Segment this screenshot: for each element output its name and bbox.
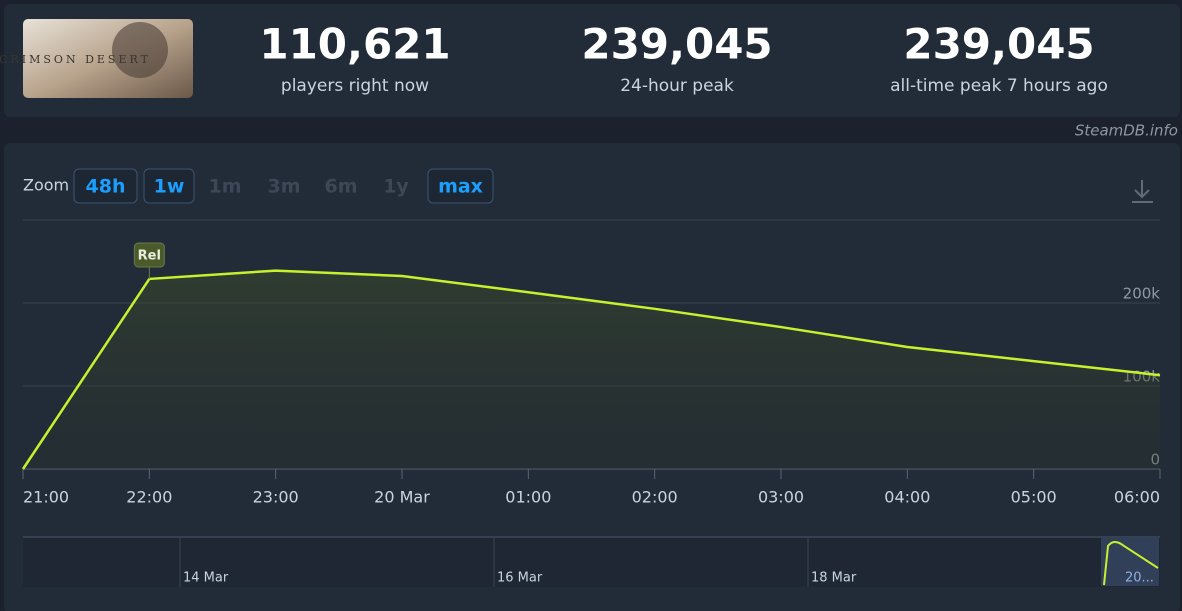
x-tick-label: 04:00 [884, 488, 930, 507]
zoom-option[interactable]: 1w [154, 176, 185, 198]
zoom-button[interactable] [427, 168, 494, 204]
x-tick-label: 21:00 [23, 488, 69, 507]
y-tick-label: 200k [1123, 285, 1161, 303]
x-tick-label: 03:00 [758, 488, 804, 507]
x-tick-label: 02:00 [632, 488, 678, 507]
zoom-option: 1y [383, 176, 409, 198]
zoom-option: 1m [208, 176, 241, 198]
navigator-line [1103, 541, 1159, 586]
stat-value: 239,045 [581, 20, 772, 69]
annotation-label[interactable]: Rel [138, 249, 161, 264]
stats-panel [4, 4, 1180, 117]
x-tick-label: 05:00 [1011, 488, 1057, 507]
download-icon[interactable] [1132, 180, 1153, 203]
navigator-label: 14 Mar [183, 571, 229, 586]
annotation-badge[interactable] [133, 242, 165, 268]
x-tick-label: 06:00 [1114, 488, 1160, 507]
navigator[interactable] [23, 537, 1160, 587]
game-logo-text: CRIMSON DESERT [0, 53, 151, 66]
stat-label: all-time peak 7 hours ago [890, 76, 1108, 96]
x-tick-label: 23:00 [253, 488, 299, 507]
navigator-label: 16 Mar [497, 571, 543, 586]
navigator-label: 20... [1125, 571, 1154, 586]
credit: SteamDB.info [1075, 122, 1178, 140]
stat-value: 110,621 [259, 20, 450, 69]
x-tick-label: 01:00 [505, 488, 551, 507]
zoom-option: 6m [324, 176, 357, 198]
stat-value: 239,045 [903, 20, 1094, 69]
zoom-label: Zoom [23, 176, 69, 195]
zoom-button[interactable] [143, 168, 195, 204]
x-tick-label: 20 Mar [374, 488, 430, 507]
area-fill [23, 270, 1160, 469]
zoom-option: 3m [267, 176, 300, 198]
x-tick-label: 22:00 [126, 488, 172, 507]
stat-label: 24-hour peak [620, 76, 734, 96]
navigator-label: 18 Mar [811, 571, 857, 586]
zoom-button[interactable] [73, 168, 138, 204]
zoom-option[interactable]: max [438, 176, 483, 198]
zoom-option[interactable]: 48h [86, 176, 126, 198]
stat-label: players right now [281, 76, 429, 96]
thumbnail-art [112, 22, 168, 78]
line [21, 269, 1161, 470]
